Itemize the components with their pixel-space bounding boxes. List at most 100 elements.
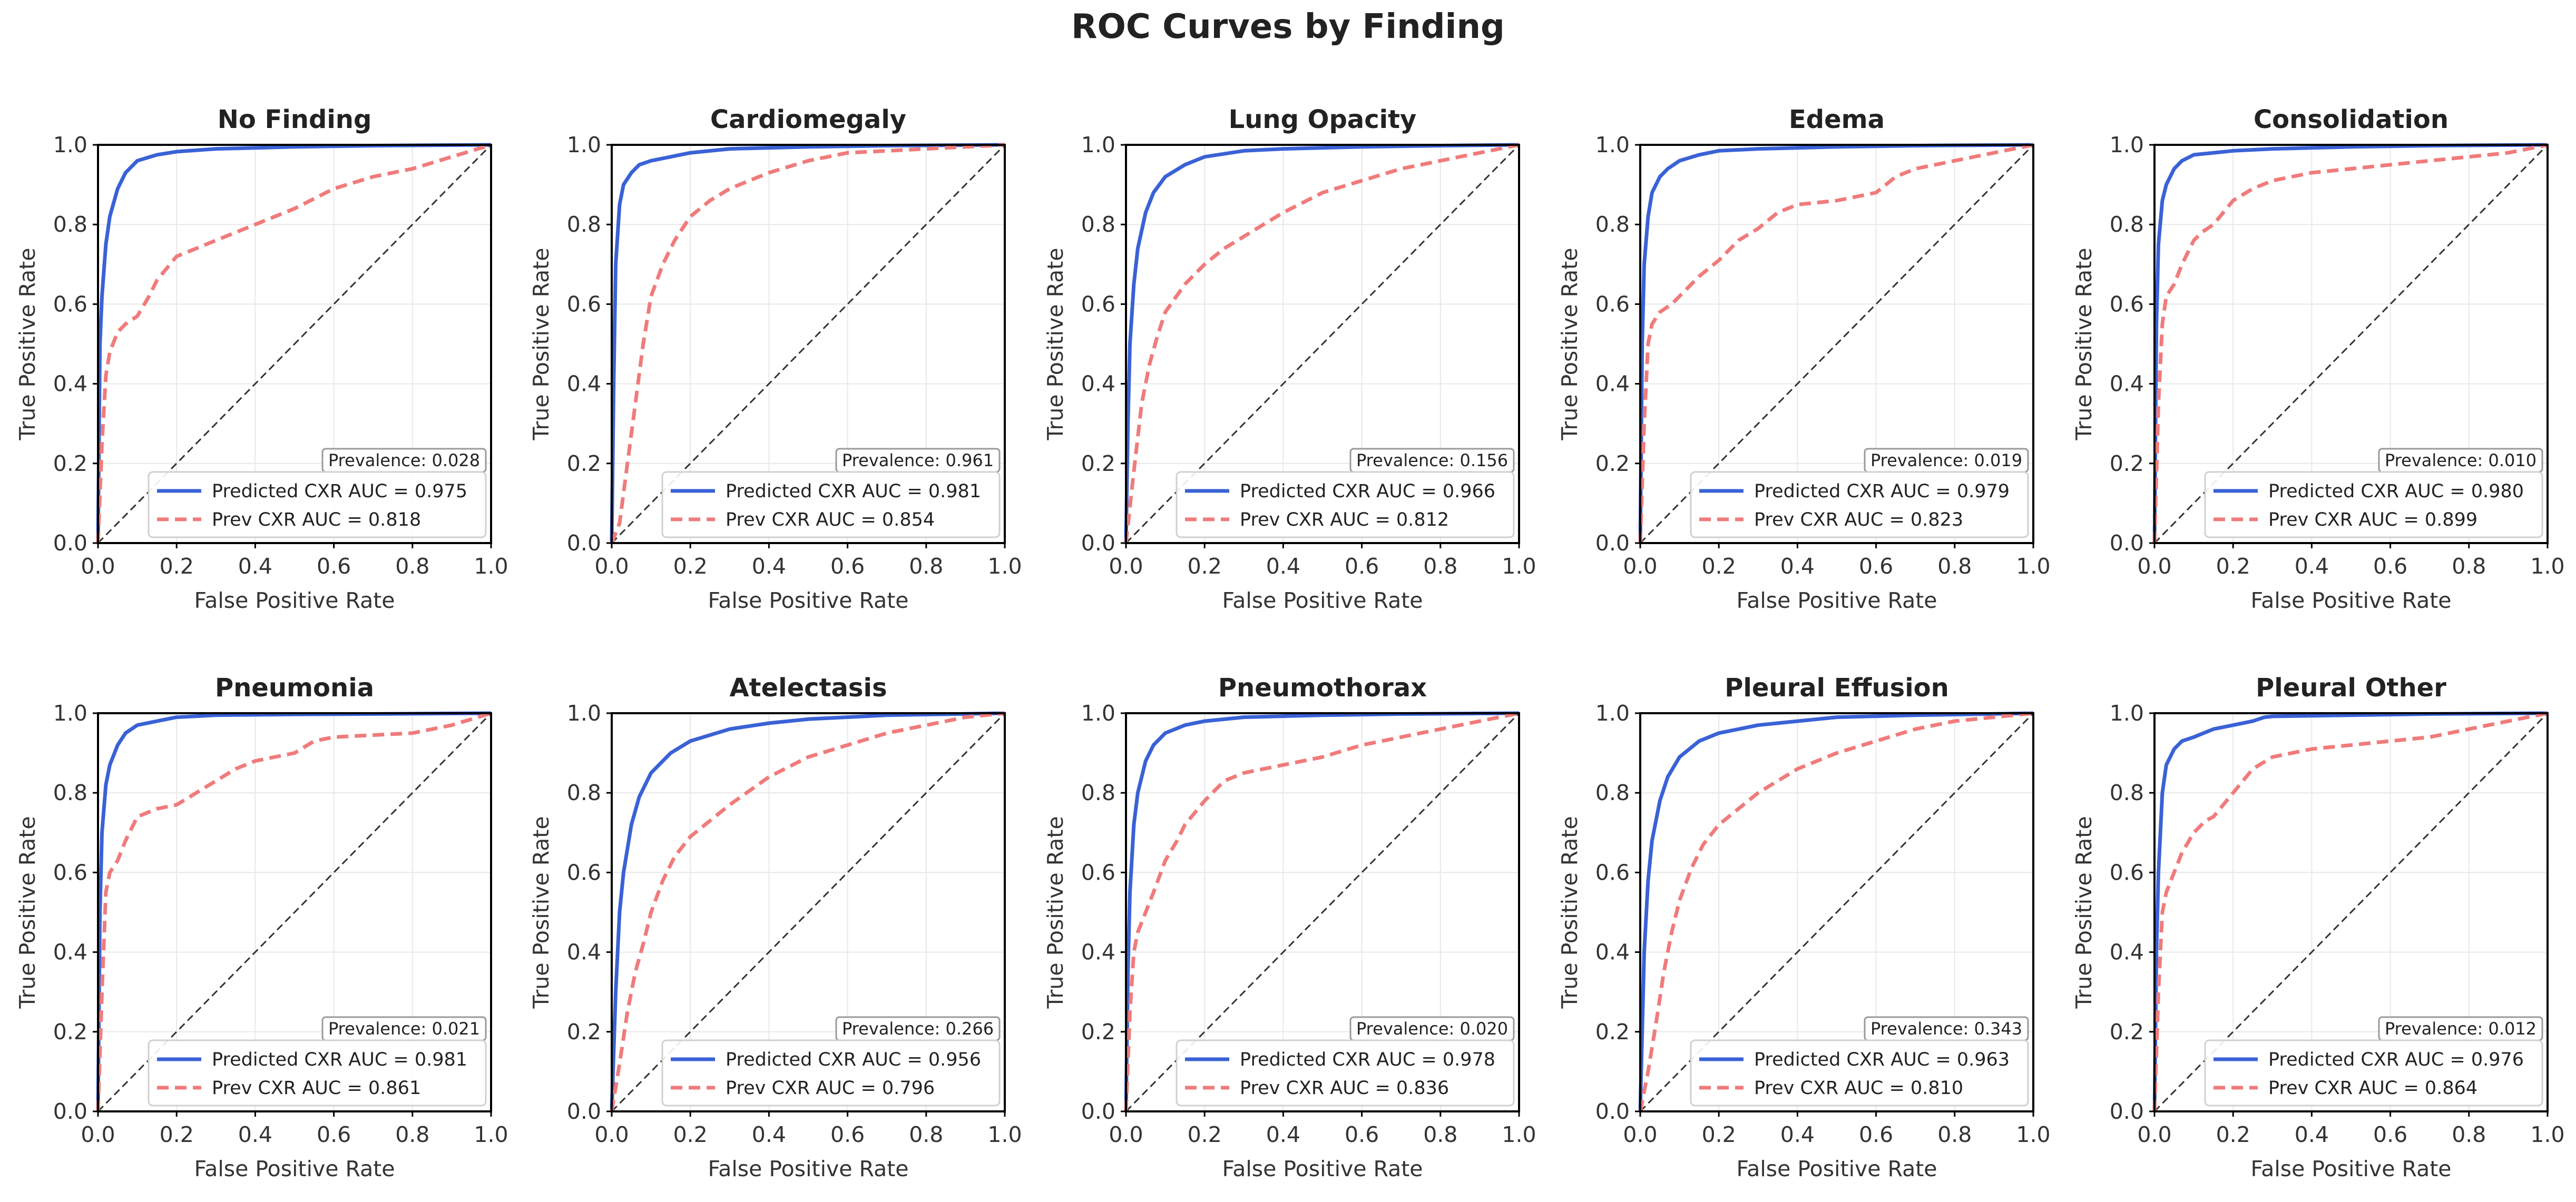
x-tick-label: 0.2 <box>1702 1122 1736 1147</box>
y-tick-label: 0.2 <box>1081 451 1115 476</box>
y-tick-label: 0.6 <box>1081 860 1115 885</box>
x-tick-label: 0.4 <box>752 554 786 579</box>
x-tick-label: 0.8 <box>2452 1122 2486 1147</box>
y-tick-label: 1.0 <box>1595 701 1630 726</box>
legend-label-prev: Prev CXR AUC = 0.864 <box>2268 1078 2477 1099</box>
y-tick-label: 0.6 <box>567 860 601 885</box>
predicted-roc-curve <box>96 711 492 1112</box>
x-tick-label: 0.6 <box>2373 1122 2407 1147</box>
x-tick-label: 0.0 <box>81 554 115 579</box>
y-tick-label: 1.0 <box>2110 132 2144 157</box>
x-tick-label: 0.2 <box>1702 554 1736 579</box>
x-tick-label: 0.8 <box>909 554 943 579</box>
x-tick-label: 0.2 <box>160 1122 194 1147</box>
y-tick-label: 0.4 <box>1595 371 1630 397</box>
y-tick-label: 0.2 <box>567 451 601 476</box>
legend-box <box>661 1039 1001 1107</box>
panel-title: Atelectasis <box>729 673 887 703</box>
y-tick-label: 0.0 <box>2110 530 2144 556</box>
panel-pneumothorax: 0.00.0 0.2 0.2 0.4 0.4 0.6 0.6 0.8 0.8 1.0 1.0 Pneu… <box>1043 673 1536 1181</box>
x-tick-label: 1.0 <box>2530 1122 2564 1147</box>
y-tick-label: 0.8 <box>1595 212 1630 237</box>
y-axis-label: True Positive Rate <box>2071 248 2097 440</box>
x-tick-label: 0.2 <box>2216 554 2250 579</box>
y-tick-label: 1.0 <box>53 701 87 726</box>
predicted-roc-curve <box>2152 711 2548 1112</box>
legend-label-predicted: Predicted CXR AUC = 0.981 <box>726 481 981 502</box>
y-tick-label: 0.4 <box>567 371 601 397</box>
axes-frame <box>1639 712 2034 1112</box>
y-tick-label: 0.0 <box>53 1099 87 1124</box>
y-tick-label: 0.4 <box>1081 371 1115 397</box>
x-tick-label: 1.0 <box>1502 554 1536 579</box>
y-tick-label: 0.2 <box>1081 1019 1115 1045</box>
panel-title: Lung Opacity <box>1229 105 1417 134</box>
x-tick-label: 0.2 <box>1188 1122 1222 1147</box>
y-tick-label: 0.0 <box>1081 530 1115 556</box>
legend-label-predicted: Predicted CXR AUC = 0.976 <box>2268 1049 2524 1070</box>
prevalence-label: Prevalence: 0.021 <box>328 1019 480 1039</box>
legend-label-prev: Prev CXR AUC = 0.899 <box>2268 509 2477 530</box>
y-axis-label: True Positive Rate <box>15 248 40 440</box>
x-tick-label: 0.4 <box>2295 1122 2329 1147</box>
axes-frame <box>2153 144 2549 544</box>
panel-pneumonia: 0.00.0 0.2 0.2 0.4 0.4 0.6 0.6 0.8 0.8 1.0 1.0 Pneu… <box>15 673 508 1181</box>
legend-label-prev: Prev CXR AUC = 0.810 <box>1754 1078 1963 1099</box>
predicted-roc-curve <box>1638 711 2034 1112</box>
legend-label-prev: Prev CXR AUC = 0.854 <box>726 509 935 530</box>
prevalence-label: Prevalence: 0.028 <box>328 450 480 470</box>
x-tick-label: 0.4 <box>2295 554 2329 579</box>
y-tick-label: 0.6 <box>567 291 601 317</box>
x-axis-label: False Positive Rate <box>2250 588 2451 613</box>
y-axis-label: True Positive Rate <box>15 816 40 1009</box>
y-axis-label: True Positive Rate <box>1043 816 1068 1009</box>
x-tick-label: 1.0 <box>2530 554 2564 579</box>
y-tick-label: 1.0 <box>53 132 87 157</box>
prevalence-label: Prevalence: 0.019 <box>1870 450 2022 470</box>
y-axis-label: True Positive Rate <box>1557 248 1582 440</box>
prev-roc-curve <box>1638 711 2034 1112</box>
x-tick-label: 0.0 <box>594 554 629 579</box>
y-tick-label: 1.0 <box>1595 132 1630 157</box>
x-axis-label: False Positive Rate <box>1222 588 1423 613</box>
x-tick-label: 0.8 <box>1937 554 1972 579</box>
y-tick-label: 0.8 <box>2110 212 2144 237</box>
predicted-roc-curve <box>1124 711 1520 1112</box>
x-tick-label: 0.2 <box>1188 554 1222 579</box>
y-axis-label: True Positive Rate <box>1043 248 1068 440</box>
y-tick-label: 0.8 <box>567 212 601 237</box>
prev-roc-curve <box>1638 143 2034 544</box>
legend-box <box>1690 1039 2029 1107</box>
predicted-roc-curve <box>2152 143 2548 544</box>
x-tick-label: 0.6 <box>1345 1122 1379 1147</box>
panel-title: Pneumothorax <box>1218 673 1427 703</box>
predicted-roc-curve <box>610 711 1005 1112</box>
y-axis-label: True Positive Rate <box>528 816 554 1009</box>
x-tick-label: 1.0 <box>987 1122 1022 1147</box>
predicted-roc-curve <box>96 143 492 544</box>
panel-lung-opacity: 0.00.0 0.2 0.2 0.4 0.4 0.6 0.6 0.8 0.8 1.0 1.0 Lung… <box>1043 105 1536 613</box>
x-tick-label: 0.0 <box>594 1122 629 1147</box>
y-tick-label: 0.8 <box>1081 780 1115 805</box>
y-tick-label: 0.8 <box>2110 780 2144 805</box>
x-axis-label: False Positive Rate <box>194 1156 395 1181</box>
legend-label-prev: Prev CXR AUC = 0.818 <box>212 509 421 530</box>
panel-consolidation: 0.00.0 0.2 0.2 0.4 0.4 0.6 0.6 0.8 0.8 1.0 1.0 Cons… <box>2071 105 2565 613</box>
y-tick-label: 1.0 <box>1081 132 1115 157</box>
axes-frame <box>1639 144 2034 544</box>
x-tick-label: 0.4 <box>238 554 272 579</box>
y-tick-label: 0.8 <box>1081 212 1115 237</box>
x-axis-label: False Positive Rate <box>708 588 908 613</box>
y-tick-label: 0.8 <box>567 780 601 805</box>
axes-frame <box>1125 144 1520 544</box>
prev-roc-curve <box>610 143 1005 544</box>
axes-frame <box>2153 712 2549 1112</box>
legend-box <box>1690 471 2029 538</box>
y-tick-label: 1.0 <box>567 701 601 726</box>
prevalence-label: Prevalence: 0.266 <box>842 1019 994 1039</box>
x-axis-label: False Positive Rate <box>708 1156 908 1181</box>
x-tick-label: 0.8 <box>395 1122 429 1147</box>
y-tick-label: 0.4 <box>53 371 87 397</box>
